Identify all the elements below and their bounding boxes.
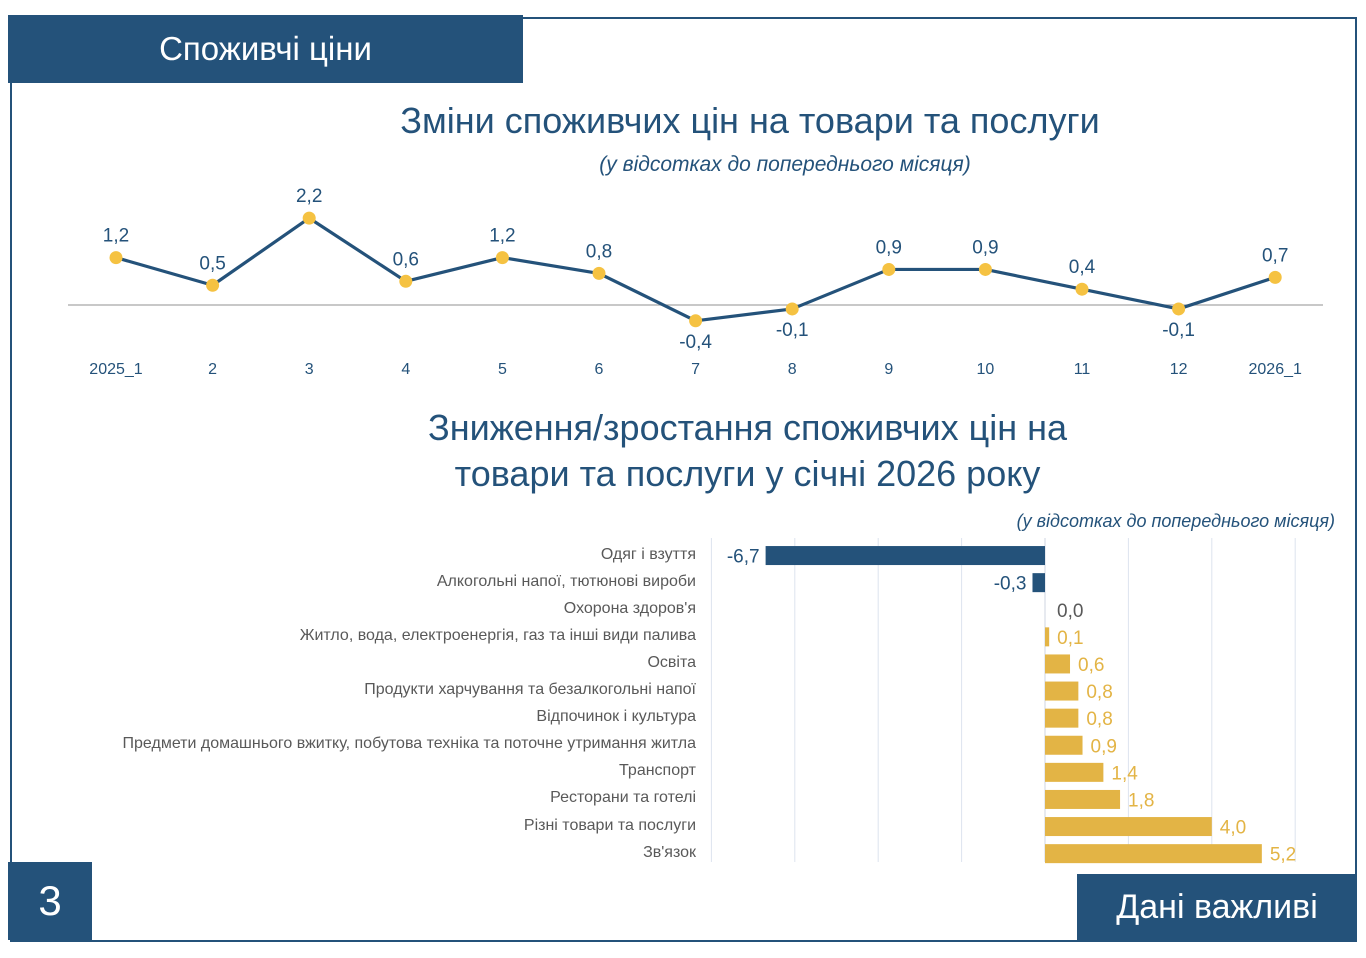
- data-point: [785, 302, 799, 316]
- footer-brand-box: Дані важливі: [1077, 874, 1357, 940]
- x-tick-label: 4: [401, 361, 410, 378]
- data-label: 0,6: [393, 249, 419, 270]
- page-number: 3: [38, 877, 62, 924]
- x-tick-label: 3: [305, 361, 314, 378]
- data-label: 0,9: [972, 237, 998, 258]
- x-tick-label: 7: [691, 361, 700, 378]
- data-point: [882, 262, 896, 276]
- category-label: Житло, вода, електроенергія, газ та інші…: [299, 626, 696, 644]
- data-label: 0,4: [1069, 257, 1096, 278]
- line-chart-title: Зміни споживчих цін на товари та послуги: [400, 100, 1100, 141]
- bar-chart-subtitle: (у відсотках до попереднього місяця): [1016, 511, 1335, 531]
- category-label: Зв'язок: [643, 843, 696, 861]
- x-tick-label: 9: [884, 361, 893, 378]
- data-label: 0,5: [199, 253, 225, 274]
- line-chart: 1,2 2025_1 0,5 2 2,2 3 0,6 4 1,2 5 0,8 6 -0,4 7 -0,1 8 0…: [68, 186, 1323, 378]
- data-label: -0,1: [776, 320, 809, 341]
- data-point: [1075, 282, 1089, 296]
- x-tick-label: 11: [1074, 361, 1091, 378]
- page-number-box: 3: [8, 862, 92, 940]
- x-tick-label: 12: [1170, 361, 1188, 378]
- data-point: [689, 314, 703, 328]
- data-label: -0,4: [679, 332, 712, 353]
- category-label: Ресторани та готелі: [550, 789, 696, 807]
- data-point: [109, 251, 123, 265]
- data-point: [206, 278, 220, 292]
- category-label: Різні товари та послуги: [523, 816, 696, 834]
- data-label: 0,7: [1262, 245, 1288, 266]
- category-label: Відпочинок і культура: [536, 708, 696, 726]
- data-label: 2,2: [296, 186, 322, 207]
- data-point: [978, 262, 992, 276]
- x-tick-label: 10: [977, 361, 995, 378]
- x-tick-label: 2: [208, 361, 217, 378]
- data-label: 1,2: [103, 226, 129, 247]
- x-tick-label: 2026_1: [1249, 361, 1302, 378]
- category-label: Транспорт: [619, 762, 696, 780]
- footer-brand: Дані важливі: [1116, 887, 1318, 926]
- section-header: Споживчі ціни: [8, 15, 523, 83]
- data-label: 1,2: [489, 226, 515, 247]
- data-point: [302, 211, 316, 225]
- category-label: Продукти харчування та безалкогольні нап…: [364, 681, 696, 699]
- category-label: Алкогольні напої, тютюнові вироби: [436, 572, 696, 590]
- bar-chart-title-line-2: товари та послуги у січні 2026 року: [454, 453, 1041, 494]
- bar-chart-title: Зниження/зростання споживчих цін на това…: [300, 405, 1195, 497]
- data-point: [495, 251, 509, 265]
- category-label: Освіта: [647, 653, 696, 671]
- line-chart-subtitle: (у відсотках до попереднього місяця): [599, 153, 971, 176]
- data-label: 0,9: [876, 237, 902, 258]
- x-tick-label: 6: [595, 361, 604, 378]
- section-title: Споживчі ціни: [159, 30, 372, 67]
- category-label: Охорона здоров'я: [563, 599, 696, 617]
- x-tick-label: 5: [498, 361, 507, 378]
- category-label: Предмети домашнього вжитку, побутова тех…: [122, 735, 696, 753]
- data-point: [1172, 302, 1186, 316]
- data-point: [1268, 270, 1282, 284]
- data-point: [592, 266, 606, 280]
- bar-chart-title-line-1: Зниження/зростання споживчих цін на: [427, 407, 1068, 448]
- data-label: 0,8: [586, 241, 612, 262]
- data-label: -0,1: [1162, 320, 1195, 341]
- category-label: Одяг і взуття: [600, 545, 696, 563]
- x-tick-label: 2025_1: [89, 361, 142, 378]
- data-point: [399, 274, 413, 288]
- page-frame: [10, 17, 1357, 942]
- x-tick-label: 8: [788, 361, 797, 378]
